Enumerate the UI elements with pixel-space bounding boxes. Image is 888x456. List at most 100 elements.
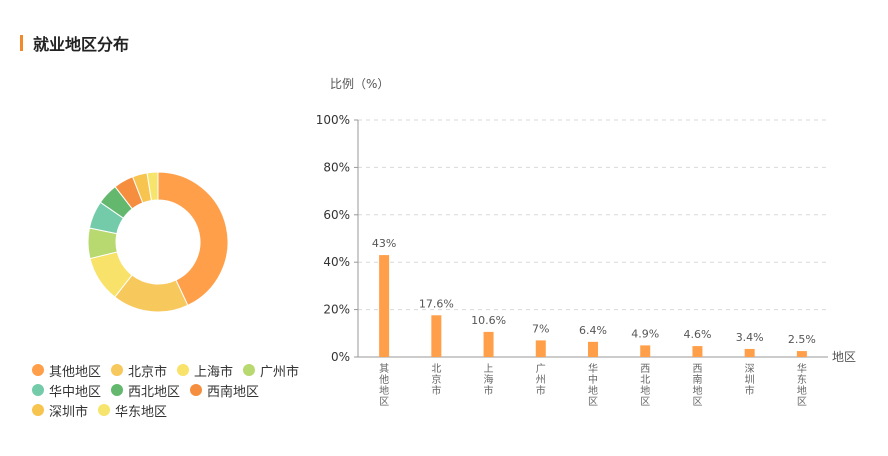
legend-item[interactable]: 广州市 xyxy=(243,361,299,380)
svg-text:区: 区 xyxy=(588,396,598,408)
bar[interactable] xyxy=(640,345,651,357)
page-title: 就业地区分布 xyxy=(33,35,130,54)
y-tick-label: 20% xyxy=(323,303,350,317)
svg-text:深: 深 xyxy=(745,363,755,375)
legend-swatch xyxy=(32,384,44,396)
legend-item[interactable]: 华东地区 xyxy=(98,401,167,420)
legend-label: 北京市 xyxy=(128,364,168,380)
y-tick-label: 60% xyxy=(323,208,350,222)
legend-swatch xyxy=(190,384,203,396)
bar-value-label: 4.6% xyxy=(683,328,711,341)
bar[interactable] xyxy=(744,348,755,357)
bar[interactable] xyxy=(379,255,390,357)
bar-value-label: 2.5% xyxy=(788,333,816,346)
svg-text:南: 南 xyxy=(692,373,702,386)
donut-slice-0[interactable] xyxy=(157,171,229,307)
legend-item[interactable]: 西南地区 xyxy=(190,381,259,400)
legend-label: 深圳市 xyxy=(49,404,89,420)
svg-text:华: 华 xyxy=(797,362,807,375)
y-tick-label: 100% xyxy=(316,113,350,127)
x-tick-label: 华东地区 xyxy=(797,362,807,408)
legend-swatch xyxy=(111,364,124,376)
svg-text:西: 西 xyxy=(640,364,650,375)
bar[interactable] xyxy=(692,346,703,357)
svg-text:州: 州 xyxy=(536,374,546,386)
bar-value-label: 17.6% xyxy=(419,297,454,310)
bar[interactable] xyxy=(431,315,442,357)
svg-text:市: 市 xyxy=(484,384,494,397)
legend-item[interactable]: 上海市 xyxy=(177,361,233,380)
svg-text:中: 中 xyxy=(588,373,598,386)
svg-text:北: 北 xyxy=(640,374,650,386)
legend-swatch xyxy=(32,404,44,416)
legend-item[interactable]: 华中地区 xyxy=(32,381,101,400)
svg-text:区: 区 xyxy=(797,396,807,408)
bar[interactable] xyxy=(796,351,807,357)
svg-text:地: 地 xyxy=(692,384,702,397)
legend-label: 西南地区 xyxy=(207,384,260,400)
bar-value-label: 6.4% xyxy=(579,324,607,337)
legend-swatch xyxy=(111,384,124,396)
svg-text:地: 地 xyxy=(379,384,389,397)
legend-item[interactable]: 西北地区 xyxy=(111,381,180,400)
svg-text:海: 海 xyxy=(484,373,494,386)
legend-row: 深圳市 华东地区 xyxy=(32,400,302,420)
bar[interactable] xyxy=(535,340,546,357)
legend-row: 其他地区 北京市 上海市 广州市 xyxy=(32,360,302,380)
bar-value-label: 7% xyxy=(532,322,549,335)
legend-label: 上海市 xyxy=(194,364,234,380)
x-tick-label: 广州市 xyxy=(536,363,546,397)
svg-text:上: 上 xyxy=(484,363,494,375)
svg-text:地: 地 xyxy=(797,384,807,397)
x-tick-label: 其他地区 xyxy=(379,363,389,408)
svg-text:北: 北 xyxy=(431,363,441,375)
svg-text:区: 区 xyxy=(379,396,389,408)
svg-text:市: 市 xyxy=(431,384,441,397)
bar-chart: 比例（%）0%20%40%60%80%100%地区43%其他地区17.6%北京市… xyxy=(316,77,856,408)
svg-text:其: 其 xyxy=(379,363,389,375)
svg-text:市: 市 xyxy=(745,384,755,397)
svg-text:市: 市 xyxy=(536,384,546,397)
bar-value-label: 10.6% xyxy=(471,314,506,327)
donut-chart xyxy=(87,171,229,313)
svg-text:广: 广 xyxy=(536,363,546,375)
x-tick-label: 北京市 xyxy=(431,363,441,397)
svg-text:华: 华 xyxy=(588,362,598,375)
donut-slice-8[interactable] xyxy=(146,171,159,202)
svg-text:京: 京 xyxy=(431,373,441,386)
legend-swatch xyxy=(98,404,111,416)
legend-item[interactable]: 北京市 xyxy=(111,361,167,380)
donut-legend: 其他地区 北京市 上海市 广州市华中地区 西北地区 西南地区深圳市 华东地区 xyxy=(32,360,302,420)
legend-label: 西北地区 xyxy=(128,384,181,400)
title-accent-mark xyxy=(20,35,23,51)
x-tick-label: 华中地区 xyxy=(588,362,598,408)
svg-text:区: 区 xyxy=(692,396,702,408)
y-tick-label: 40% xyxy=(323,255,350,269)
svg-text:他: 他 xyxy=(379,373,389,386)
bar[interactable] xyxy=(588,341,598,357)
legend-item[interactable]: 深圳市 xyxy=(32,401,88,420)
x-tick-label: 西南地区 xyxy=(692,364,702,408)
y-axis-title: 比例（%） xyxy=(330,77,389,91)
svg-text:西: 西 xyxy=(692,364,702,375)
bar-value-label: 43% xyxy=(372,237,396,250)
svg-text:地: 地 xyxy=(640,384,650,397)
legend-row: 华中地区 西北地区 西南地区 xyxy=(32,380,302,400)
x-tick-label: 上海市 xyxy=(484,363,494,397)
svg-text:东: 东 xyxy=(797,373,807,386)
svg-text:地: 地 xyxy=(588,384,598,397)
legend-label: 其他地区 xyxy=(49,364,102,380)
svg-text:圳: 圳 xyxy=(745,374,755,386)
legend-label: 广州市 xyxy=(260,364,300,380)
svg-text:区: 区 xyxy=(640,396,650,408)
y-tick-label: 0% xyxy=(331,350,350,364)
y-tick-label: 80% xyxy=(323,160,350,174)
section-header: 就业地区分布 xyxy=(20,34,130,54)
legend-item[interactable]: 其他地区 xyxy=(32,361,101,380)
legend-swatch xyxy=(32,364,44,376)
legend-label: 华东地区 xyxy=(115,404,168,420)
bar[interactable] xyxy=(483,331,494,357)
x-tick-label: 深圳市 xyxy=(745,363,755,397)
legend-swatch xyxy=(177,364,190,376)
